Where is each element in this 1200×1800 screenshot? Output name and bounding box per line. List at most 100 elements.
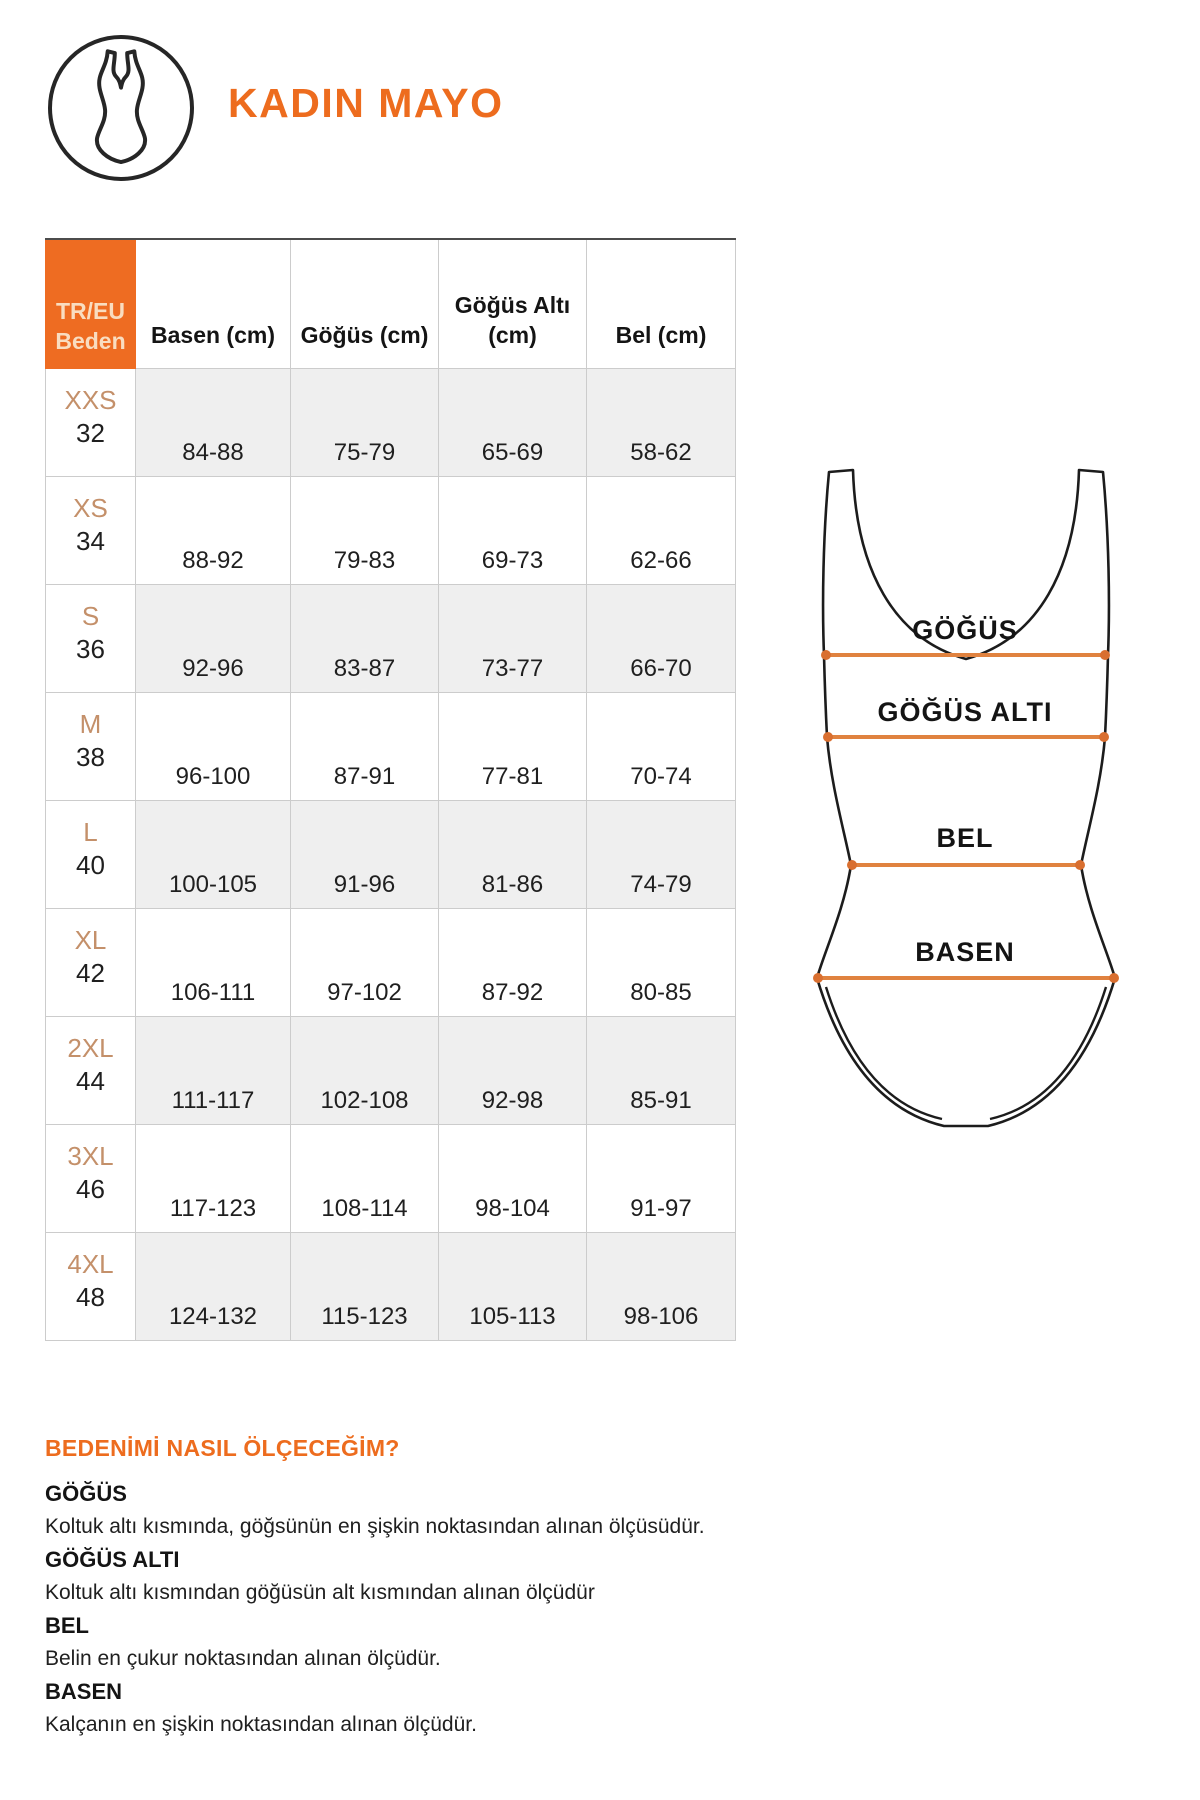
label-gogus: GÖĞÜS: [912, 615, 1018, 645]
swimsuit-outline: [813, 468, 1119, 1128]
value-cell: 115-123: [290, 1232, 439, 1341]
table-row: 2XL 44 111-117 102-108 92-98 85-91: [45, 1016, 736, 1125]
table-row: M 38 96-100 87-91 77-81 70-74: [45, 692, 736, 801]
label-basen: BASEN: [915, 937, 1015, 967]
size-eu-number: 46: [76, 1174, 105, 1204]
measurement-line-gogus: [821, 650, 1110, 660]
guide-title: BEDENİMİ NASIL ÖLÇECEĞİM?: [45, 1435, 400, 1461]
column-header-gogus: Göğüs (cm): [290, 238, 439, 369]
table-row: XXS 32 84-88 75-79 65-69 58-62: [45, 368, 736, 477]
value-cell: 97-102: [290, 908, 439, 1017]
value-cell: 83-87: [290, 584, 439, 693]
table-row: XL 42 106-111 97-102 87-92 80-85: [45, 908, 736, 1017]
table-row: 4XL 48 124-132 115-123 105-113 98-106: [45, 1232, 736, 1341]
size-eu-number: 32: [76, 418, 105, 448]
value-cell: 106-111: [135, 908, 291, 1017]
label-bel: BEL: [936, 823, 994, 853]
table-row: L 40 100-105 91-96 81-86 74-79: [45, 800, 736, 909]
value-cell: 69-73: [438, 476, 587, 585]
size-eu-number: 44: [76, 1066, 105, 1096]
value-cell: 65-69: [438, 368, 587, 477]
size-eu-number: 48: [76, 1282, 105, 1312]
table-row: S 36 92-96 83-87 73-77 66-70: [45, 584, 736, 693]
size-cell: M 38: [45, 692, 136, 801]
swimsuit-icon: [95, 49, 147, 165]
value-cell: 66-70: [586, 584, 736, 693]
value-cell: 88-92: [135, 476, 291, 585]
size-cell: XS 34: [45, 476, 136, 585]
size-label: L: [83, 817, 98, 847]
size-table: TR/EU Beden Basen (cm) Göğüs (cm) Göğüs …: [45, 238, 736, 1341]
value-cell: 84-88: [135, 368, 291, 477]
table-row: XS 34 88-92 79-83 69-73 62-66: [45, 476, 736, 585]
value-cell: 92-98: [438, 1016, 587, 1125]
column-header-gogus-alti: Göğüs Altı (cm): [438, 238, 587, 369]
value-cell: 73-77: [438, 584, 587, 693]
value-cell: 58-62: [586, 368, 736, 477]
column-header-size: TR/EU Beden: [45, 238, 136, 369]
swimsuit-circle-badge: [48, 35, 194, 181]
guide-term: BASEN: [45, 1679, 123, 1704]
value-cell: 70-74: [586, 692, 736, 801]
value-cell: 62-66: [586, 476, 736, 585]
size-eu-number: 40: [76, 850, 105, 880]
value-cell: 81-86: [438, 800, 587, 909]
guide-description: Koltuk altı kısmından göğüsün alt kısmın…: [45, 1581, 595, 1604]
value-cell: 98-104: [438, 1124, 587, 1233]
value-cell: 111-117: [135, 1016, 291, 1125]
column-header-bel: Bel (cm): [586, 238, 736, 369]
measurement-diagram: GÖĞÜS GÖĞÜS ALTI BEL BASEN: [798, 455, 1132, 1145]
size-label: XL: [74, 925, 107, 955]
table-header-row: TR/EU Beden Basen (cm) Göğüs (cm) Göğüs …: [45, 238, 736, 369]
value-cell: 102-108: [290, 1016, 439, 1125]
size-label: XS: [73, 493, 108, 523]
size-cell: 2XL 44: [45, 1016, 136, 1125]
value-cell: 91-97: [586, 1124, 736, 1233]
value-cell: 85-91: [586, 1016, 736, 1125]
guide-description: Belin en çukur noktasından alınan ölçüdü…: [45, 1647, 441, 1670]
value-cell: 79-83: [290, 476, 439, 585]
measurement-line-gogus-alti: [823, 732, 1109, 742]
size-cell: 4XL 48: [45, 1232, 136, 1341]
size-label: 3XL: [67, 1141, 114, 1171]
value-cell: 87-92: [438, 908, 587, 1017]
value-cell: 74-79: [586, 800, 736, 909]
size-label: 4XL: [67, 1249, 114, 1279]
size-cell: 3XL 46: [45, 1124, 136, 1233]
value-cell: 100-105: [135, 800, 291, 909]
size-cell: L 40: [45, 800, 136, 909]
measurement-line-basen: [813, 973, 1119, 983]
value-cell: 87-91: [290, 692, 439, 801]
measurement-line-bel: [847, 860, 1085, 870]
value-cell: 92-96: [135, 584, 291, 693]
value-cell: 75-79: [290, 368, 439, 477]
size-cell: XL 42: [45, 908, 136, 1017]
value-cell: 80-85: [586, 908, 736, 1017]
size-table-container: TR/EU Beden Basen (cm) Göğüs (cm) Göğüs …: [45, 238, 736, 1341]
size-eu-number: 36: [76, 634, 105, 664]
value-cell: 96-100: [135, 692, 291, 801]
value-cell: 124-132: [135, 1232, 291, 1341]
value-cell: 117-123: [135, 1124, 291, 1233]
size-cell: S 36: [45, 584, 136, 693]
table-row: 3XL 46 117-123 108-114 98-104 91-97: [45, 1124, 736, 1233]
measuring-guide: BEDENİMİ NASIL ÖLÇECEĞİM? GÖĞÜS Koltuk a…: [45, 1432, 805, 1741]
size-label: XXS: [64, 385, 117, 415]
size-eu-number: 34: [76, 526, 105, 556]
guide-term: GÖĞÜS: [45, 1481, 127, 1506]
value-cell: 91-96: [290, 800, 439, 909]
size-eu-number: 42: [76, 958, 105, 988]
column-header-basen: Basen (cm): [135, 238, 291, 369]
value-cell: 77-81: [438, 692, 587, 801]
label-gogus-alti: GÖĞÜS ALTI: [877, 697, 1053, 727]
value-cell: 108-114: [290, 1124, 439, 1233]
guide-description: Kalçanın en şişkin noktasından alınan öl…: [45, 1713, 477, 1736]
guide-term: GÖĞÜS ALTI: [45, 1547, 180, 1572]
size-cell: XXS 32: [45, 368, 136, 477]
guide-term: BEL: [45, 1613, 89, 1638]
page-title: KADIN MAYO: [228, 80, 504, 126]
size-eu-number: 38: [76, 742, 105, 772]
size-label: 2XL: [67, 1033, 114, 1063]
value-cell: 98-106: [586, 1232, 736, 1341]
